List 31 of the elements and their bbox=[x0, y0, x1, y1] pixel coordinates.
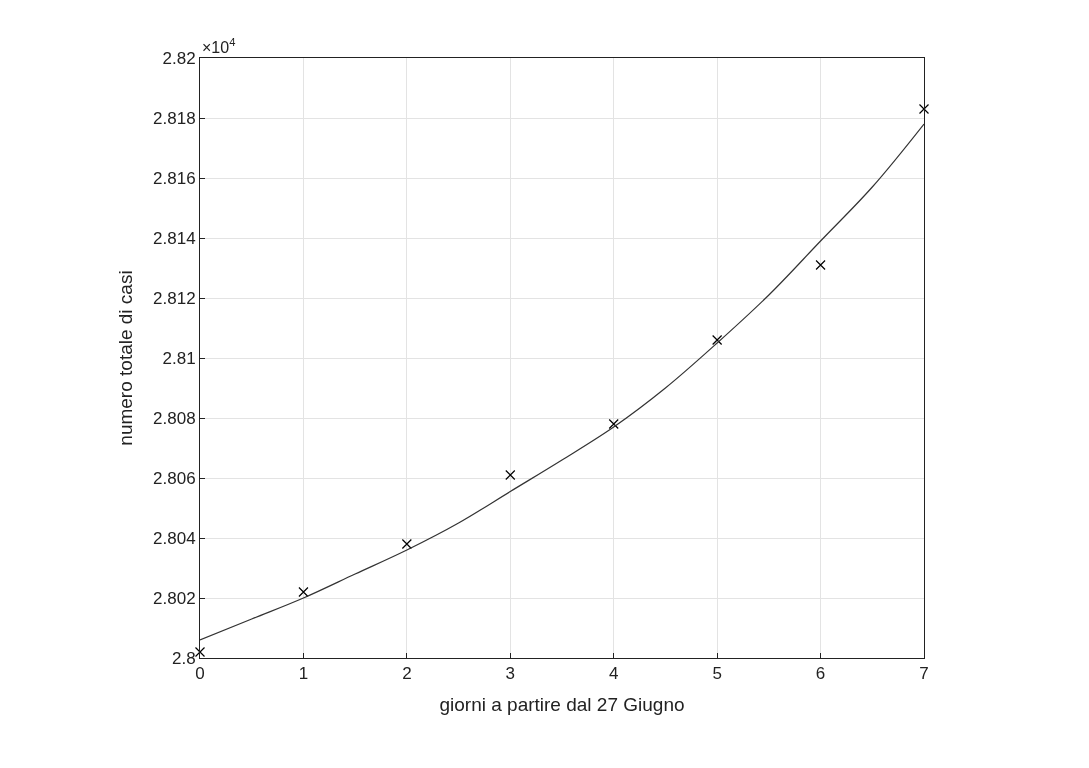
line-series bbox=[200, 123, 924, 641]
y-axis-title: numero totale di casi bbox=[114, 270, 136, 446]
x-tick-label: 2 bbox=[402, 664, 412, 684]
text: ×10$^{4}$ bbox=[202, 36, 236, 56]
point bbox=[194, 646, 206, 658]
point bbox=[401, 538, 412, 550]
y-tick-label: 2.812 bbox=[153, 288, 196, 308]
y-tick-label: 2.816 bbox=[153, 168, 196, 188]
y-tick-label: 2.802 bbox=[153, 588, 196, 608]
point bbox=[505, 469, 516, 481]
point bbox=[608, 418, 619, 430]
y-tick-label: 2.808 bbox=[153, 408, 196, 428]
point bbox=[815, 259, 826, 271]
y-tick-label: 2.81 bbox=[162, 348, 196, 368]
point bbox=[712, 334, 723, 346]
x-axis-title: giorni a partire dal 27 Giugno bbox=[439, 694, 685, 716]
y-tick-label: 2.804 bbox=[153, 528, 196, 548]
x-tick-label: 1 bbox=[298, 664, 309, 684]
point bbox=[298, 586, 309, 598]
y-tick-label: 2.806 bbox=[153, 468, 196, 488]
y-tick-label: 2.814 bbox=[153, 228, 196, 248]
x-tick-label: 6 bbox=[815, 664, 826, 684]
y-tick-label: 2.82 bbox=[162, 48, 196, 68]
point bbox=[918, 103, 930, 115]
x-tick-label: 3 bbox=[505, 664, 516, 684]
y-tick-label: 2.818 bbox=[153, 108, 196, 128]
y-tick-label: 2.8 bbox=[171, 648, 196, 668]
x-tick-label: 4 bbox=[608, 664, 619, 684]
x-tick-label: 7 bbox=[919, 664, 929, 684]
x-tick-label: 0 bbox=[195, 664, 205, 684]
x-tick-label: 5 bbox=[712, 664, 722, 684]
